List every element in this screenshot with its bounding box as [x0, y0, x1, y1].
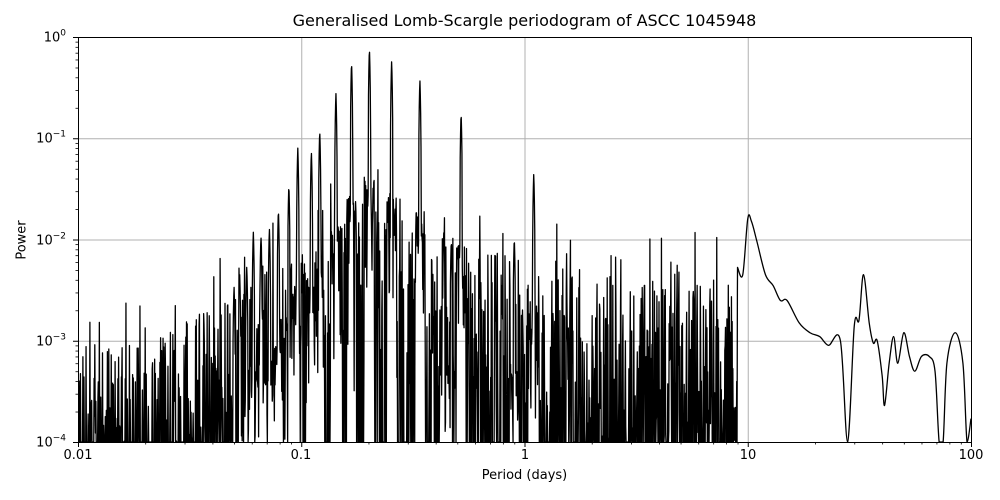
- x-tick-0.1: 0.1: [290, 448, 312, 463]
- x-tick-10: 10: [739, 448, 757, 463]
- x-tick-0.01: 0.01: [63, 448, 93, 463]
- y-axis-label: Power: [14, 220, 30, 260]
- y-tick-1e-1: 10−1: [36, 129, 66, 147]
- x-tick-100: 100: [958, 448, 984, 463]
- grid-lines: [78, 37, 971, 442]
- y-tick-1e-3: 10−3: [36, 332, 66, 350]
- power-series-line: [78, 51, 971, 442]
- y-tick-1e-4: 10−4: [36, 433, 66, 451]
- chart-title: Generalised Lomb-Scargle periodogram of …: [292, 11, 757, 30]
- y-tick-1e-2: 10−2: [36, 231, 66, 249]
- x-axis-label: Period (days): [481, 468, 568, 483]
- x-tick-1: 1: [520, 448, 530, 463]
- axes-frame: [78, 37, 972, 443]
- y-tick-1e0: 100: [43, 28, 66, 46]
